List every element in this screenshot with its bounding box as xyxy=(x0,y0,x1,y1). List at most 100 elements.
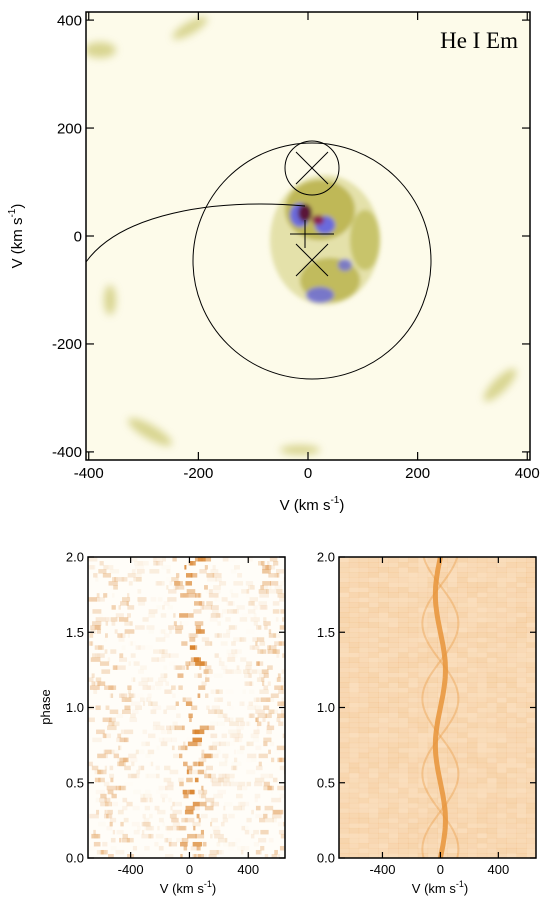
spectrum-pixel xyxy=(277,785,285,791)
spectrum-pixel xyxy=(202,841,207,847)
spectrum-pixel xyxy=(467,692,478,698)
spectrum-pixel xyxy=(526,647,536,653)
spectrum-pixel xyxy=(368,812,379,819)
spectrum-pixel xyxy=(358,597,370,603)
spectrum-pixel xyxy=(138,765,145,771)
spectrum-pixel xyxy=(358,557,370,563)
spectrum-pixel xyxy=(179,621,182,626)
spectrum-pixel xyxy=(486,612,498,618)
spectrum-pixel xyxy=(164,837,169,843)
spectrum-pixel xyxy=(162,797,165,803)
spectrum-pixel xyxy=(476,627,488,633)
spectrum-pixel xyxy=(378,562,389,568)
spectrum-pixel xyxy=(398,657,409,663)
spectrum-pixel xyxy=(244,829,250,835)
spectrum-pixel xyxy=(199,665,202,670)
spectrum-pixel xyxy=(398,722,409,729)
spectrum-pixel xyxy=(204,669,214,674)
spectrum-pixel xyxy=(203,669,209,674)
spectrum-pixel xyxy=(126,601,129,606)
spectrum-pixel xyxy=(339,797,350,804)
spectrum-pixel xyxy=(210,777,213,783)
spectrum-pixel xyxy=(271,757,275,763)
spectrum-pixel xyxy=(526,567,536,573)
spectrum-pixel xyxy=(506,697,517,703)
spectrum-pixel xyxy=(476,612,488,618)
spectrum-pixel xyxy=(388,722,399,729)
spectrum-pixel xyxy=(476,572,488,578)
spectrum-pixel xyxy=(168,605,174,610)
spectrum-pixel xyxy=(218,741,226,747)
spectrum-pixel xyxy=(94,777,101,783)
spectrum-pixel xyxy=(388,817,399,824)
spectrum-pixel xyxy=(407,577,419,583)
spectrum-pixel xyxy=(476,597,488,603)
spectrum-pixel xyxy=(467,562,478,568)
spectrum-pixel xyxy=(457,797,468,804)
spectrum-pixel xyxy=(101,669,111,674)
spectrum-pixel xyxy=(358,762,370,769)
spectrum-pixel xyxy=(180,853,183,858)
spectrum-pixel xyxy=(407,747,419,754)
spectrum-pixel xyxy=(457,722,468,729)
spectrum-pixel xyxy=(258,661,264,666)
spectrum-pixel xyxy=(496,842,507,849)
spectrum-pixel xyxy=(249,722,251,727)
spectrum-pixel xyxy=(368,727,379,734)
spectrum-pixel xyxy=(457,737,468,744)
spectrum-pixel xyxy=(212,741,221,747)
spectrum-pixel xyxy=(183,761,188,767)
spectrum-pixel xyxy=(100,801,109,807)
spectrum-pixel xyxy=(227,701,231,706)
spectrum-pixel xyxy=(486,772,498,779)
spectrum-pixel xyxy=(407,717,419,724)
spectrum-pixel xyxy=(173,585,179,590)
spectrum-pixel xyxy=(388,752,399,759)
spectrum-pixel xyxy=(148,613,156,618)
spectrum-pixel xyxy=(457,822,468,829)
spectrum-pixel xyxy=(168,589,177,594)
spectrum-pixel xyxy=(447,737,458,744)
spectrum-pixel xyxy=(437,727,448,734)
spectrum-pixel xyxy=(130,653,136,658)
spectrum-pixel xyxy=(407,562,419,568)
spectrum-pixel xyxy=(129,757,138,763)
spectrum-pixel xyxy=(207,577,217,582)
spectrum-pixel xyxy=(447,577,458,583)
spectrum-pixel xyxy=(155,681,164,686)
spectrum-pixel xyxy=(407,632,419,638)
spectrum-pixel xyxy=(148,701,153,706)
spectrum-pixel xyxy=(407,657,419,663)
spectrum-pixel xyxy=(388,597,399,603)
spectrum-pixel xyxy=(229,625,238,630)
spectrum-pixel xyxy=(278,689,284,694)
spectrum-pixel xyxy=(133,561,144,566)
spectrum-pixel xyxy=(437,707,448,714)
spectrum-pixel xyxy=(398,757,409,764)
spectrum-pixel xyxy=(378,807,389,814)
spectrum-pixel xyxy=(240,657,247,662)
spectrum-pixel xyxy=(516,667,527,673)
spectrum-pixel xyxy=(118,745,121,751)
spectrum-pixel xyxy=(209,849,219,855)
spectrum-pixel xyxy=(496,617,507,623)
spectrum-pixel xyxy=(516,842,527,849)
label-text: V (km s xyxy=(9,218,26,269)
spectrum-pixel xyxy=(221,665,228,670)
spectrum-pixel xyxy=(516,582,527,588)
spectrum-pixel xyxy=(358,722,370,729)
x-tick-label: -400 xyxy=(74,465,104,482)
spectrum-pixel xyxy=(98,645,103,650)
spectrum-pixel xyxy=(166,781,175,787)
spectrum-pixel xyxy=(407,592,419,598)
spectrum-pixel xyxy=(216,849,222,855)
spectrum-pixel xyxy=(506,677,517,683)
spectrum-pixel xyxy=(122,597,131,602)
spectrum-pixel xyxy=(407,572,419,578)
spectrum-pixel xyxy=(526,657,536,663)
spectrum-pixel xyxy=(447,602,458,608)
spectrum-pixel xyxy=(516,757,527,764)
spectrum-pixel xyxy=(486,732,498,739)
spectrum-pixel xyxy=(175,585,185,590)
spectrum-pixel xyxy=(197,693,201,698)
